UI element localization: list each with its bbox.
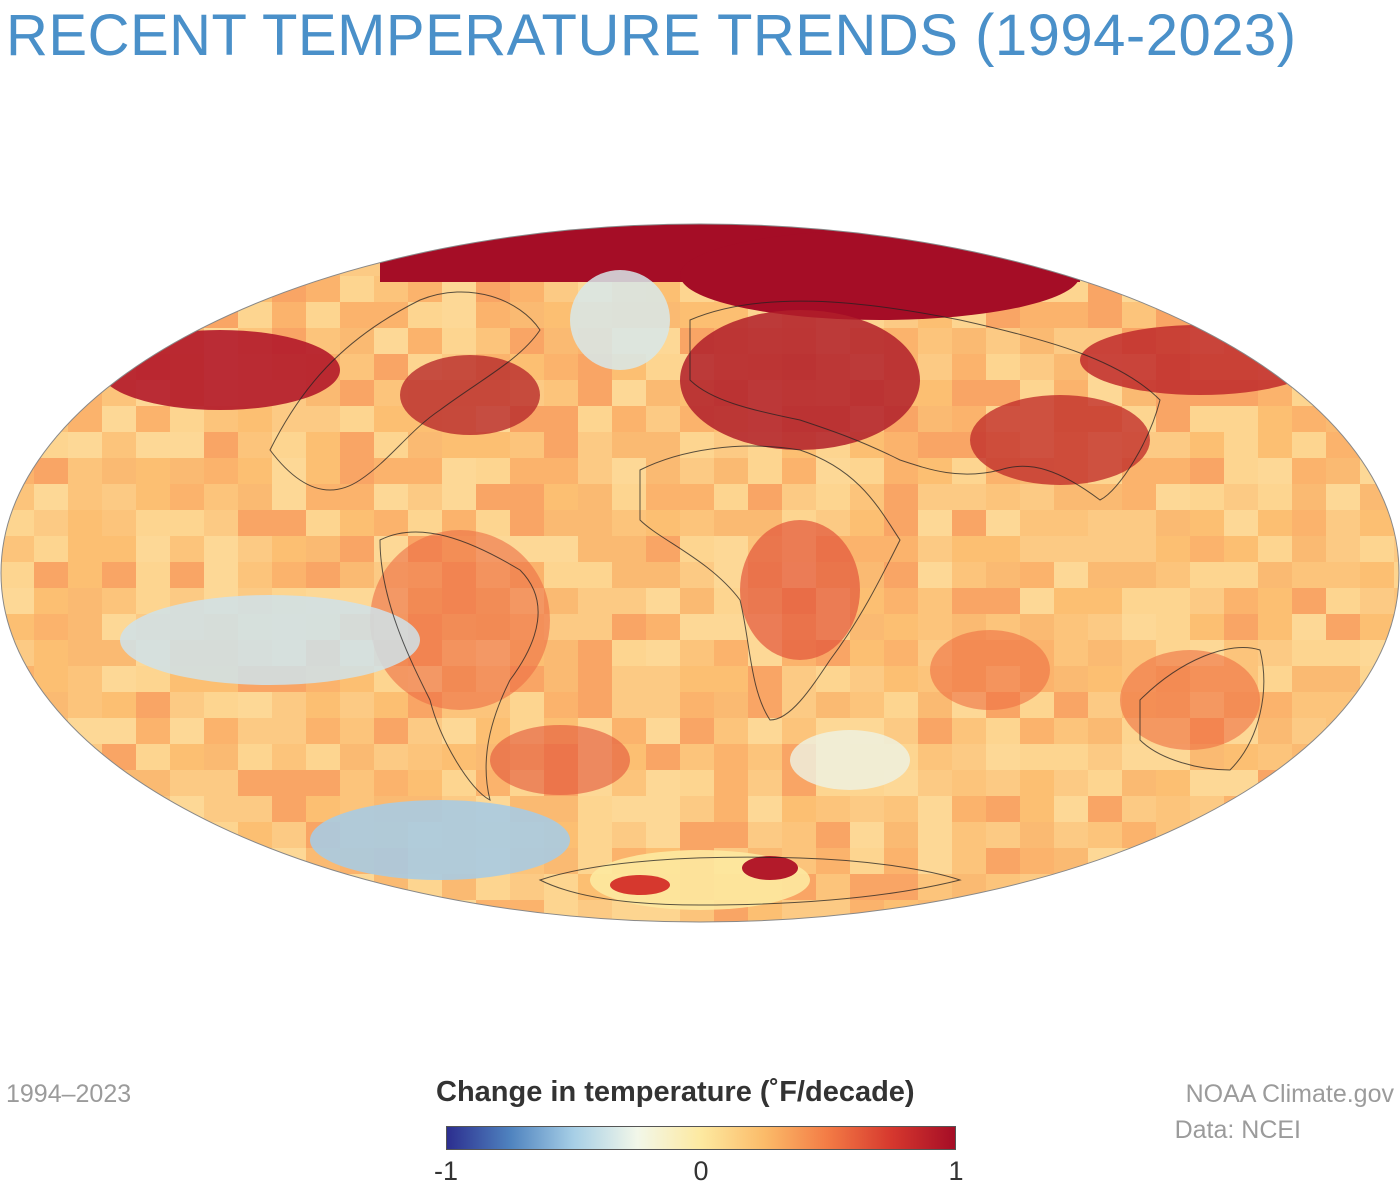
legend-tick-zero: 0 (693, 1156, 709, 1186)
continent-outlines (269, 291, 1265, 906)
data-credit: Data: NCEI (1174, 1116, 1301, 1144)
color-scale-bar (446, 1126, 956, 1150)
legend-tick-min: -1 (433, 1156, 459, 1186)
world-trend-map (0, 223, 1400, 923)
temperature-field (1, 224, 1399, 922)
map-title: RECENT TEMPERATURE TRENDS (1994-2023) (6, 3, 1297, 68)
legend-title: Change in temperature (˚F/decade) (436, 1076, 915, 1108)
source-credit: NOAA Climate.gov (1185, 1080, 1394, 1108)
period-label: 1994–2023 (6, 1080, 132, 1108)
globe-outline (0, 223, 1400, 923)
legend-tick-max: 1 (948, 1156, 964, 1186)
